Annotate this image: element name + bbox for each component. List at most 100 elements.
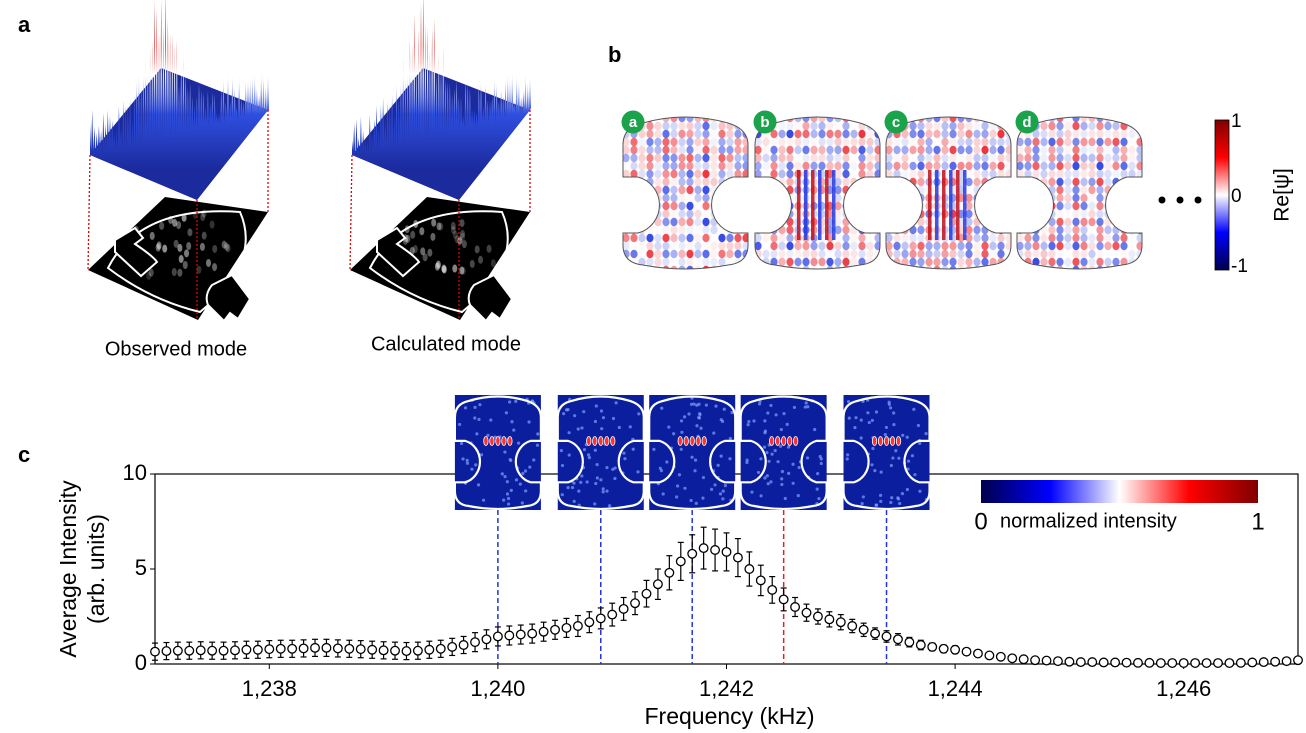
mode-lobe [1024,250,1031,258]
mode-lobe [1080,122,1087,130]
mode-lobe [1136,242,1143,250]
mode-lobe [1005,162,1012,170]
mode-lobe [702,202,709,210]
mode-lobe [1072,202,1079,210]
mode-lobe [973,154,980,162]
inset-speckle [911,454,914,457]
mode-lobe [874,202,881,210]
mode-lobe [973,138,980,146]
mode-lobe [885,202,892,210]
mode-lobe [909,138,916,146]
mode-lobe [702,218,709,226]
projection-speckle [162,245,167,253]
inset-speckle [721,497,724,500]
mode-lobe [989,242,996,250]
mode-lobe [770,210,777,218]
mode-lobe [901,138,908,146]
mode-inset [455,395,541,510]
mode-lobe [718,170,725,178]
mode-lobe [734,250,741,258]
data-point [1282,657,1291,666]
mode-lobe [762,250,769,258]
mode-lobe [1112,170,1119,178]
data-point [894,635,903,644]
mode-lobe [1096,210,1103,218]
mode-stripe [928,170,932,240]
mode-lobe [1096,250,1103,258]
inset-speckle [924,432,927,435]
mode-lobe [670,210,677,218]
inset-speckle [889,501,892,504]
mode-lobe [726,210,733,218]
mode-lobe [1096,258,1103,266]
mode-lobe [1040,194,1047,202]
mode-lobe [933,138,940,146]
mode-lobe [1080,226,1087,234]
mode-lobe [726,242,733,250]
projection-speckle [172,219,177,227]
inset-speckle [662,492,665,495]
data-point [688,550,697,559]
mode-lobe [1064,218,1071,226]
mode-lobe [989,194,996,202]
mode-lobe [1112,250,1119,258]
mode-lobe [694,242,701,250]
inset-speckle [622,452,625,455]
mode-lobe [1088,242,1095,250]
mode-lobe [718,266,725,274]
mode-lobe [834,266,841,274]
mode-lobe [850,138,857,146]
inset-speckle [861,502,864,505]
mode-lobe [842,138,849,146]
inset-speckle [720,455,723,458]
mode-lobe [917,178,924,186]
inset-speckle [897,457,900,460]
projection-speckle [419,227,424,235]
inset-speckle [752,419,755,422]
inset-speckle [719,492,722,495]
mode-lobe [762,194,769,202]
projection-speckle [146,272,151,280]
mode-lobe [694,130,701,138]
mode-lobe [762,202,769,210]
projection-speckle [177,269,182,277]
inset-speckle [678,473,681,476]
mode-lobe [786,202,793,210]
mode-lobe [1072,210,1079,218]
mode-lobe [1056,178,1063,186]
mode-lobe [965,258,972,266]
mode-lobe [754,202,761,210]
data-point [722,548,731,557]
mode-lobe [957,162,964,170]
mode-lobe [1048,170,1055,178]
mode-lobe [762,178,769,186]
inset-speckle [750,490,753,493]
mode-lobe [842,122,849,130]
mode-lobe [734,242,741,250]
mode-lobe [818,130,825,138]
mode-lobe [997,114,1004,122]
mode-lobe [901,186,908,194]
mode-lobe [866,218,873,226]
mode-lobe [686,250,693,258]
data-point [837,618,846,627]
mode-lobe [893,250,900,258]
mode-lobe [630,250,637,258]
mode-lobe [786,170,793,178]
mode-lobe [686,154,693,162]
mode-lobe [786,250,793,258]
mode-lobe [925,242,932,250]
mode-lobe [842,242,849,250]
mode-lobe [850,242,857,250]
mode-lobe [989,138,996,146]
inset-speckle [813,428,816,431]
mode-lobe [893,210,900,218]
inset-speckle [701,496,704,499]
inset-speckle [693,469,696,472]
mode-lobe [1104,138,1111,146]
mode-lobe [770,146,777,154]
mode-lobe [686,114,693,122]
mode-lobe [1088,234,1095,242]
mode-lobe [901,250,908,258]
mode-lobe [1072,154,1079,162]
